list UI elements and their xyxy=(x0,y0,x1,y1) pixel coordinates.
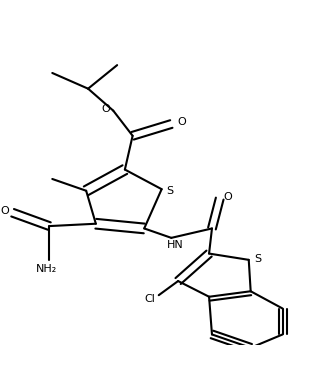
Text: O: O xyxy=(177,118,186,127)
Text: NH₂: NH₂ xyxy=(36,264,57,274)
Text: S: S xyxy=(167,186,174,196)
Text: O: O xyxy=(101,104,110,113)
Text: S: S xyxy=(254,254,262,264)
Text: O: O xyxy=(224,192,233,202)
Text: HN: HN xyxy=(167,240,183,250)
Text: Cl: Cl xyxy=(144,294,155,304)
Text: O: O xyxy=(1,206,9,216)
